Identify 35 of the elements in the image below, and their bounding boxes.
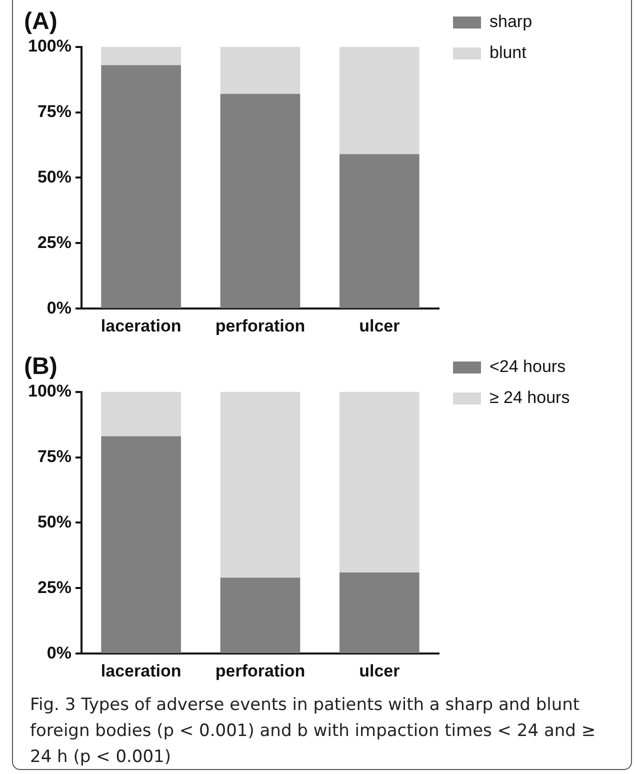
x-tick-label: ulcer: [359, 661, 400, 680]
bar: [101, 436, 181, 654]
y-tick-label: 0%: [46, 643, 72, 662]
bar: [220, 94, 300, 308]
chart-title: (B): [24, 353, 58, 380]
x-tick-label: ulcer: [359, 316, 400, 336]
x-tick-label: laceration: [100, 316, 182, 336]
bar: [220, 578, 300, 654]
y-tick-label: 100%: [28, 381, 72, 400]
bar: [101, 65, 181, 308]
bar: [339, 392, 420, 572]
bar: [220, 392, 300, 578]
y-tick-label: 50%: [37, 512, 72, 532]
y-tick-label: 75%: [37, 102, 72, 121]
legend-label: <24 hours: [490, 357, 566, 376]
x-tick-label: laceration: [100, 661, 182, 680]
bar: [339, 572, 420, 654]
bar: [339, 154, 420, 308]
x-tick-label: perforation: [215, 316, 306, 336]
bar: [101, 392, 181, 436]
y-tick-label: 25%: [37, 232, 72, 252]
legend-label: blunt: [490, 43, 527, 62]
y-tick-label: 25%: [37, 578, 72, 597]
y-tick-label: 75%: [37, 446, 72, 466]
y-tick-label: 100%: [28, 36, 72, 56]
y-tick-label: 50%: [37, 167, 72, 186]
bar: [220, 46, 300, 94]
bar: [339, 46, 420, 154]
legend-label: ≥ 24 hours: [490, 388, 570, 408]
bar: [101, 46, 181, 66]
legend-label: sharp: [490, 12, 532, 32]
caption: Fig. 3 Types of adverse events in patients with a sharp and blunt foreign bodies (p < 0.001) and b with impaction times < 24 and ≥ 24 h (p < 0.001): [30, 694, 597, 769]
y-tick-label: 0%: [46, 298, 72, 318]
x-tick-label: perforation: [215, 661, 306, 680]
chart-title: (A): [24, 8, 58, 36]
